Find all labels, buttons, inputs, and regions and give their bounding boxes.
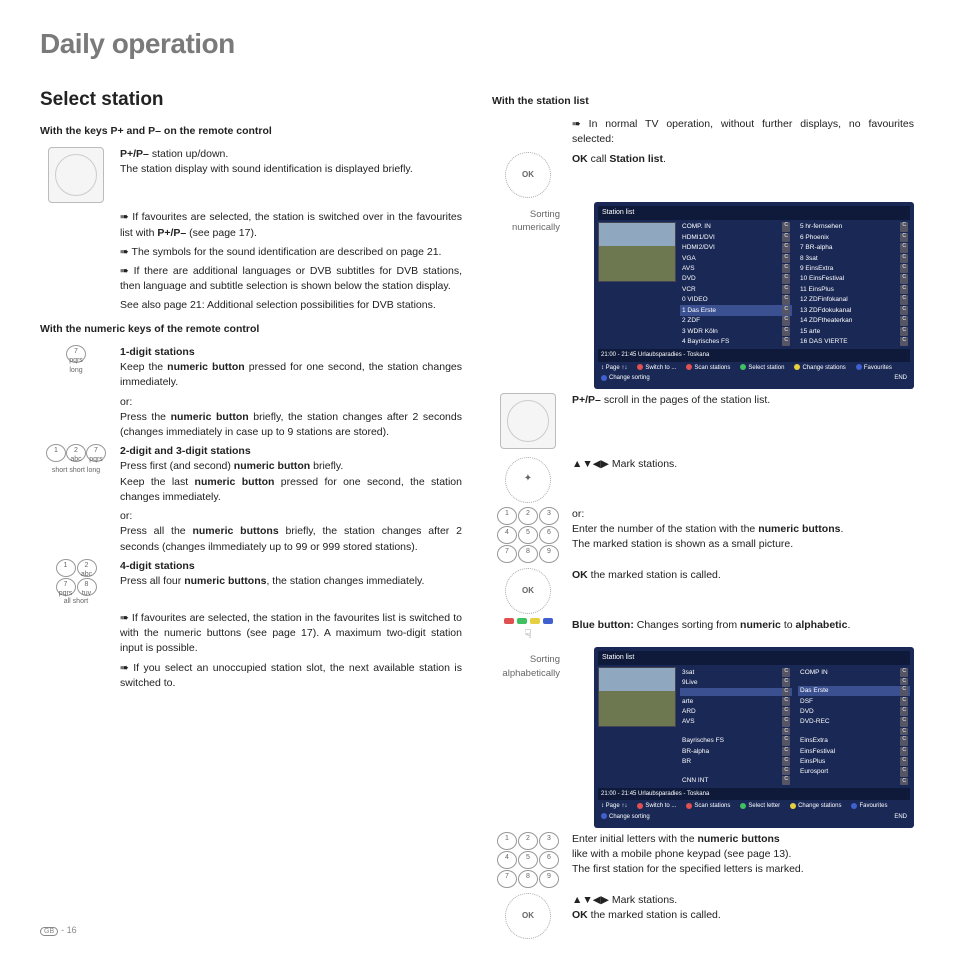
numeric-keypad-icon-2: 123 456 789: [492, 832, 564, 889]
list-intro: ➠ In normal TV operation, without furthe…: [572, 117, 914, 147]
remote-pad-icon-2: [492, 393, 564, 453]
blue-button-text: Blue button: Changes sorting from numeri…: [572, 618, 914, 643]
d4-text: 4-digit stations Press all four numeric …: [120, 559, 462, 607]
pkeys-text: P+/P– station up/down. The station displ…: [120, 147, 462, 207]
pkeys-b4: See also page 21: Additional selection p…: [120, 298, 462, 313]
sort-numeric-label: Sorting numerically: [492, 202, 564, 389]
right-column: With the station list ➠ In normal TV ope…: [492, 86, 914, 943]
d1-text: 1-digit stations Keep the numeric button…: [120, 345, 462, 391]
ok-call: OK call Station list.: [572, 152, 914, 198]
arrow-ok-icon: OK: [492, 893, 564, 939]
pkeys-b2: ➠ The symbols for the sound identificati…: [120, 245, 462, 260]
enter-number: or: Enter the number of the station with…: [572, 507, 914, 564]
letters-text: Enter initial letters with the numeric b…: [572, 832, 914, 889]
remote-pad-icon: [40, 147, 112, 207]
ok-button-icon: OK: [492, 152, 564, 198]
ok-button-icon-2: OK: [492, 568, 564, 614]
keys-1278-icon: 1 2abc 7pqrs8tuv all short: [40, 559, 112, 607]
page-title: Daily operation: [40, 28, 914, 60]
pkeys-b3: ➠ If there are additional languages or D…: [120, 264, 462, 294]
content-columns: Select station With the keys P+ and P– o…: [40, 86, 914, 943]
heading-pkeys: With the keys P+ and P– on the remote co…: [40, 124, 462, 139]
color-buttons-icon: ☟: [492, 618, 564, 643]
sort-alpha-label: Sorting alphabetically: [492, 647, 564, 828]
slot-note: ➠ If you select an unoccupied station sl…: [120, 661, 462, 691]
scroll-text: P+/P– scroll in the pages of the station…: [572, 393, 914, 453]
mark-ok-text: ▲▼◀▶ Mark stations. OK the marked statio…: [572, 893, 914, 939]
key-7-icon: 7pqrs long: [40, 345, 112, 391]
heading-stationlist: With the station list: [492, 94, 914, 109]
ok2: OK the marked station is called.: [572, 568, 914, 614]
numeric-keypad-icon: 123 456 789: [492, 507, 564, 564]
left-column: Select station With the keys P+ and P– o…: [40, 86, 462, 943]
d1-or: or: Press the numeric button briefly, th…: [120, 395, 462, 441]
station-list-numeric: Station list COMP. INC HDMI1/DVIC HDMI2/…: [594, 202, 914, 389]
station-list-alpha: Station list 3satC9LiveCCarteCARDCAVSCCB…: [594, 647, 914, 828]
page-number: GB- 16: [40, 925, 77, 936]
d23-or: or: Press all the numeric buttons briefl…: [120, 509, 462, 555]
subtitle: Select station: [40, 86, 462, 114]
mark-text: ▲▼◀▶ Mark stations.: [572, 457, 914, 503]
fav-note: ➠ If favourites are selected, the statio…: [120, 611, 462, 657]
d23-text: 2-digit and 3-digit stations Press first…: [120, 444, 462, 505]
keys-127-icon: 1 2abc7pqrs short short long: [40, 444, 112, 505]
heading-numeric: With the numeric keys of the remote cont…: [40, 322, 462, 337]
arrow-pad-icon: ✦: [492, 457, 564, 503]
pkeys-b1: ➠ If favourites are selected, the statio…: [120, 210, 462, 240]
